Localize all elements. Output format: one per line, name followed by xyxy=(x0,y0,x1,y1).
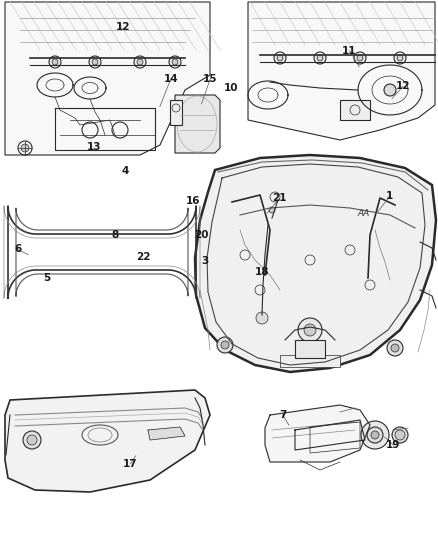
Text: 15: 15 xyxy=(203,74,218,84)
Text: 5: 5 xyxy=(44,273,51,283)
Text: 16: 16 xyxy=(185,197,200,206)
Text: 6: 6 xyxy=(14,245,21,254)
Polygon shape xyxy=(175,95,220,153)
Circle shape xyxy=(27,435,37,445)
Text: 7: 7 xyxy=(279,410,286,419)
Bar xyxy=(280,355,340,367)
Circle shape xyxy=(317,55,323,61)
Circle shape xyxy=(384,84,396,96)
Circle shape xyxy=(49,56,61,68)
Text: 4: 4 xyxy=(121,166,128,175)
Circle shape xyxy=(92,59,98,65)
Circle shape xyxy=(367,427,383,443)
Text: 18: 18 xyxy=(254,267,269,277)
Text: AA: AA xyxy=(357,209,370,217)
Circle shape xyxy=(274,52,286,64)
Circle shape xyxy=(357,55,363,61)
Bar xyxy=(340,100,370,120)
Text: 22: 22 xyxy=(136,252,151,262)
Circle shape xyxy=(392,427,408,443)
Text: 19: 19 xyxy=(386,440,400,450)
Polygon shape xyxy=(195,155,436,372)
Polygon shape xyxy=(265,405,370,462)
Circle shape xyxy=(89,56,101,68)
Circle shape xyxy=(169,56,181,68)
Polygon shape xyxy=(248,2,435,140)
Text: 12: 12 xyxy=(396,82,410,91)
Circle shape xyxy=(361,421,389,449)
Circle shape xyxy=(137,59,143,65)
Circle shape xyxy=(387,340,403,356)
Circle shape xyxy=(52,59,58,65)
Circle shape xyxy=(298,318,322,342)
Circle shape xyxy=(354,52,366,64)
Bar xyxy=(170,100,182,125)
Circle shape xyxy=(314,52,326,64)
Circle shape xyxy=(277,55,283,61)
Text: 20: 20 xyxy=(194,230,209,239)
Polygon shape xyxy=(5,390,210,492)
Text: 11: 11 xyxy=(342,46,357,55)
Circle shape xyxy=(217,337,233,353)
Text: 12: 12 xyxy=(115,22,130,31)
Circle shape xyxy=(371,431,379,439)
Circle shape xyxy=(269,207,275,213)
Circle shape xyxy=(21,144,29,152)
Polygon shape xyxy=(5,2,210,155)
Circle shape xyxy=(304,324,316,336)
Circle shape xyxy=(134,56,146,68)
Text: 13: 13 xyxy=(87,142,102,151)
Text: 10: 10 xyxy=(224,83,239,93)
Circle shape xyxy=(394,52,406,64)
Text: 17: 17 xyxy=(123,459,138,469)
Circle shape xyxy=(221,341,229,349)
Text: 14: 14 xyxy=(163,74,178,84)
Circle shape xyxy=(395,430,405,440)
Bar xyxy=(295,340,325,358)
Polygon shape xyxy=(148,427,185,440)
Text: 1: 1 xyxy=(386,191,393,201)
Circle shape xyxy=(23,431,41,449)
Circle shape xyxy=(172,59,178,65)
Text: 8: 8 xyxy=(111,230,118,239)
Circle shape xyxy=(391,344,399,352)
Text: 3: 3 xyxy=(201,256,208,266)
Text: 21: 21 xyxy=(272,193,287,203)
Circle shape xyxy=(256,312,268,324)
Circle shape xyxy=(397,55,403,61)
